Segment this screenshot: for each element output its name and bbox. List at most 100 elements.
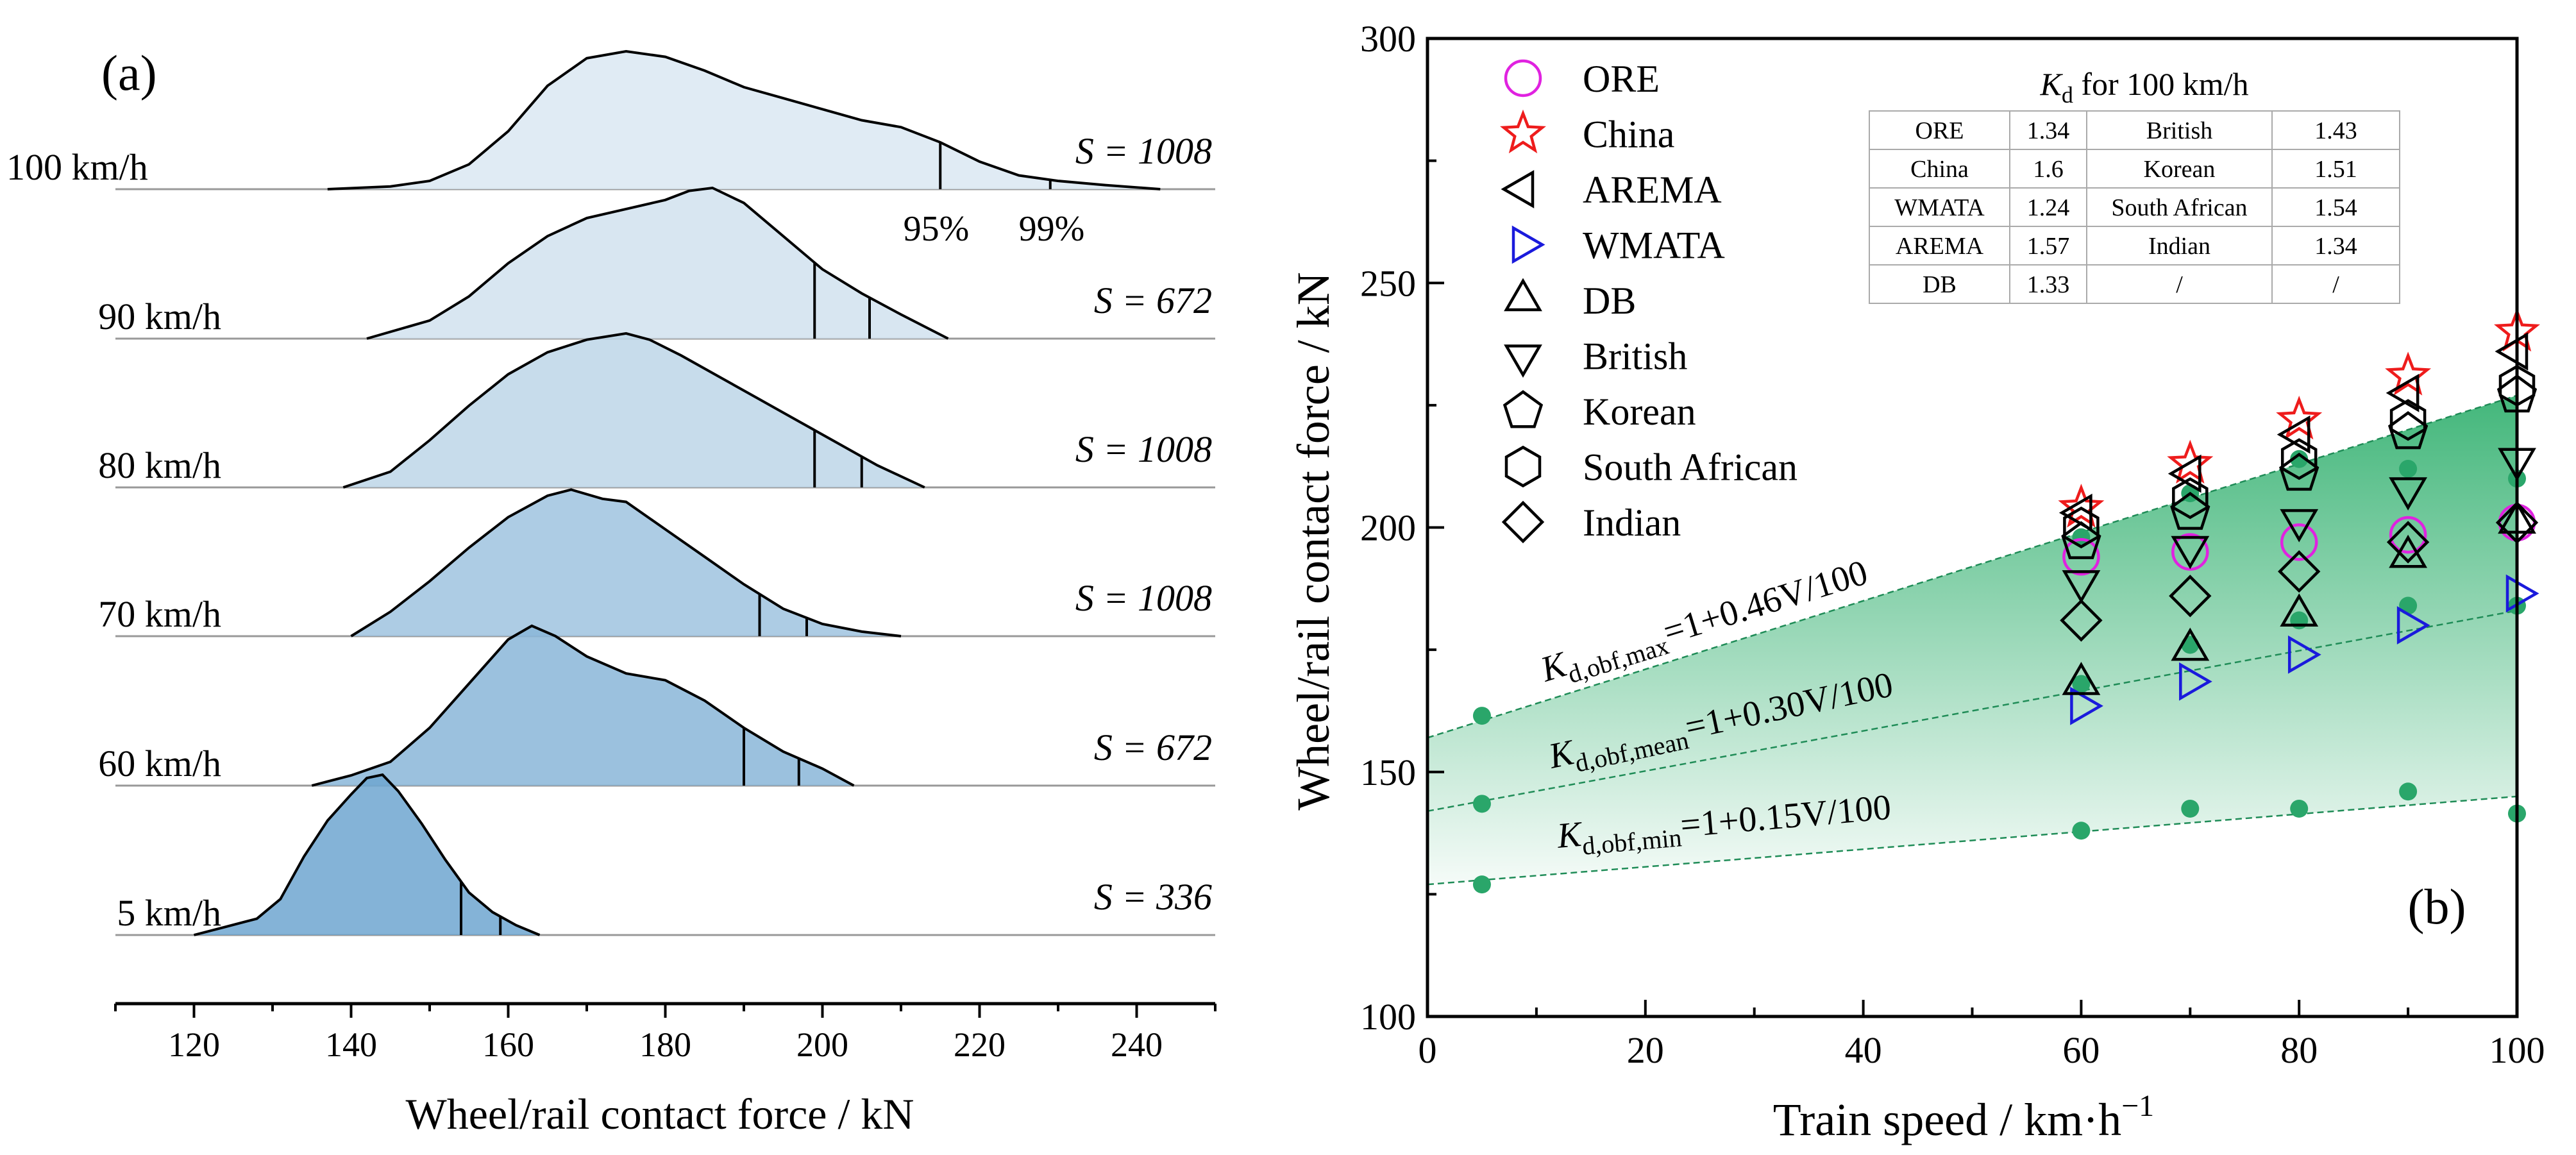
legend-item-china: China bbox=[1500, 109, 1674, 156]
y-tick-label: 200 bbox=[1360, 507, 1416, 549]
fit-label-base: K bbox=[1555, 814, 1585, 856]
panel-a-ridgeline-chart: 100 km/h S = 1008 90 km/h S = 672 80 km/h S =… bbox=[6, 45, 1216, 1138]
inset-table-cell: AREMA bbox=[1896, 233, 1984, 260]
ridge-speed-label: 100 km/h bbox=[6, 146, 148, 188]
x-tick-label: 120 bbox=[168, 1025, 220, 1064]
observed-point bbox=[1472, 707, 1491, 725]
panel-a-label: (a) bbox=[101, 45, 157, 101]
marker-indian bbox=[2169, 575, 2212, 618]
inset-table: Kd for 100 km/h ORE 1.34 British 1.43 China 1.… bbox=[1869, 66, 2400, 304]
x-tick-label: 60 bbox=[2062, 1029, 2100, 1071]
ridge-speed-label: 60 km/h bbox=[98, 743, 221, 784]
legend-item-indian: Indian bbox=[1501, 500, 1681, 544]
ridgeline-series-group: 100 km/h S = 1008 90 km/h S = 672 80 km/h S =… bbox=[6, 49, 1215, 936]
x-tick-label: 240 bbox=[1111, 1025, 1163, 1064]
fit-line-max bbox=[1427, 394, 2518, 739]
marker-wmata bbox=[2396, 606, 2430, 645]
marker-arema bbox=[2277, 415, 2311, 454]
inset-table-cell: Indian bbox=[2148, 233, 2210, 260]
observed-point bbox=[1472, 795, 1491, 813]
percentile-99-label: 99% bbox=[1019, 209, 1085, 249]
inset-table-cell: 1.43 bbox=[2314, 117, 2357, 144]
ridge-speed-label: 70 km/h bbox=[98, 593, 221, 635]
legend: ORE China AREMA WMATA DB British Korean South A… bbox=[1500, 58, 1797, 544]
inset-table-cell: 1.24 bbox=[2027, 194, 2070, 221]
panel-b-y-axis-title: Wheel/rail contact force / kN bbox=[1288, 272, 1339, 811]
inset-table-cell: 1.51 bbox=[2314, 156, 2357, 183]
ridge-fill bbox=[351, 489, 901, 636]
x-tick-label: 0 bbox=[1418, 1029, 1437, 1071]
marker-wmata bbox=[2287, 635, 2321, 674]
ridge-sample-size: S = 1008 bbox=[1075, 428, 1212, 470]
marker-wmata bbox=[2179, 662, 2212, 701]
ridge-fill bbox=[194, 775, 540, 935]
marker-indian bbox=[2386, 521, 2430, 564]
inset-table-cell: DB bbox=[1923, 271, 1957, 298]
marker-british bbox=[2389, 477, 2427, 510]
ridge-outline bbox=[342, 332, 925, 489]
y-tick-label: 150 bbox=[1360, 752, 1416, 793]
ridge-5-km-h: 5 km/h S = 336 bbox=[115, 773, 1215, 936]
legend-label: Indian bbox=[1583, 502, 1681, 544]
title-rest: for 100 km/h bbox=[2073, 66, 2249, 102]
marker-china bbox=[2058, 484, 2105, 528]
panel-a-x-axis: 120 140 160 180 200 220 240 bbox=[114, 1002, 1216, 1064]
panel-b-x-axis-title: Train speed / km·h−1 bbox=[1773, 1089, 2154, 1145]
marker-ore bbox=[2389, 516, 2427, 554]
legend-item-arema: AREMA bbox=[1501, 169, 1722, 211]
legend-marker-china bbox=[1500, 109, 1546, 154]
inset-table-cell: China bbox=[1910, 156, 1969, 183]
ridge-speed-label: 90 km/h bbox=[98, 296, 221, 337]
inset-table-cell: 1.54 bbox=[2314, 194, 2357, 221]
ridge-fill bbox=[327, 51, 1161, 189]
marker-wmata bbox=[2505, 574, 2539, 613]
series-indian bbox=[2060, 501, 2539, 642]
x-tick-label: 80 bbox=[2280, 1029, 2318, 1071]
series-wmata bbox=[2070, 574, 2539, 725]
legend-marker-ore bbox=[1504, 59, 1542, 97]
marker-db bbox=[2280, 593, 2319, 627]
marker-ore bbox=[2062, 538, 2100, 576]
marker-indian bbox=[2060, 599, 2103, 642]
legend-label: AREMA bbox=[1583, 169, 1722, 211]
inset-table-title: Kd for 100 km/h bbox=[2040, 66, 2249, 108]
marker-arema bbox=[2386, 373, 2420, 412]
marker-indian bbox=[2278, 550, 2321, 593]
inset-table-cell: / bbox=[2176, 271, 2183, 298]
observed-point bbox=[2290, 450, 2309, 468]
observed-point bbox=[2072, 822, 2091, 840]
legend-item-ore: ORE bbox=[1504, 58, 1660, 100]
inset-table-cell: South African bbox=[2111, 194, 2247, 221]
marker-arema bbox=[2495, 332, 2529, 371]
inset-table-cell: 1.34 bbox=[2314, 233, 2357, 260]
marker-british bbox=[2280, 509, 2319, 543]
legend-label: WMATA bbox=[1583, 224, 1725, 267]
marker-db bbox=[2062, 662, 2101, 695]
ridge-speed-label: 5 km/h bbox=[117, 892, 221, 934]
legend-label: Korean bbox=[1583, 391, 1696, 433]
legend-marker-british bbox=[1504, 344, 1542, 378]
marker-british bbox=[2171, 535, 2210, 569]
legend-marker-korean bbox=[1503, 390, 1544, 428]
inset-table-cell: 1.57 bbox=[2027, 233, 2070, 260]
marker-china bbox=[2167, 439, 2214, 484]
ridge-outline bbox=[193, 773, 541, 936]
legend-label: China bbox=[1583, 114, 1674, 156]
inset-table-cell: / bbox=[2332, 271, 2339, 298]
marker-south-african bbox=[2172, 477, 2209, 519]
panel-b-plot-area: Kd,obf,max=1+0.46V/100Kd,obf,mean=1+0.30… bbox=[1360, 18, 2545, 1071]
marker-china bbox=[2276, 396, 2323, 440]
legend-item-british: British bbox=[1504, 335, 1687, 378]
marker-south-african bbox=[2063, 506, 2100, 549]
legend-label: ORE bbox=[1583, 58, 1660, 100]
ridge-speed-label: 80 km/h bbox=[98, 444, 221, 486]
x-axis-title-exponent: −1 bbox=[2121, 1089, 2154, 1123]
observed-point bbox=[2290, 611, 2309, 630]
observed-point bbox=[2072, 675, 2091, 693]
legend-marker-db bbox=[1504, 278, 1542, 312]
x-tick-label: 220 bbox=[954, 1025, 1006, 1064]
ridge-80-km-h: 80 km/h S = 1008 bbox=[98, 332, 1215, 489]
legend-item-korean: Korean bbox=[1503, 390, 1696, 433]
ridge-sample-size: S = 672 bbox=[1094, 280, 1212, 321]
